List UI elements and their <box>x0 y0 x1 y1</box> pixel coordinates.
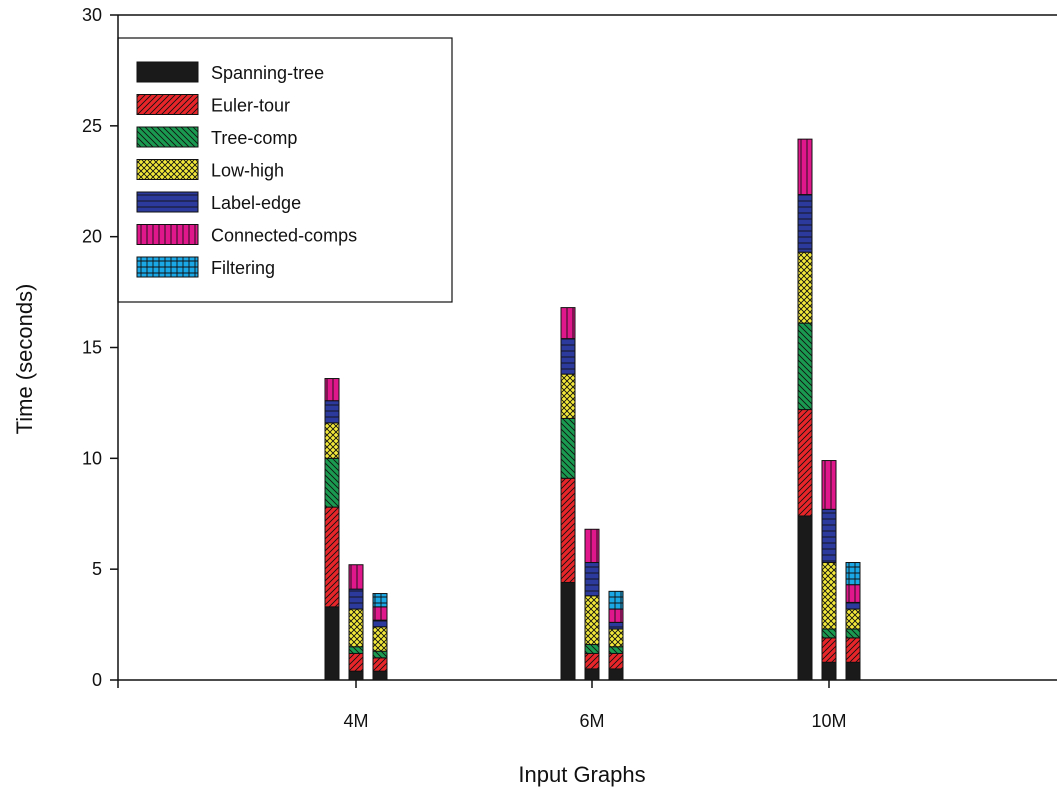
bar-segment-label-edge <box>348 588 364 610</box>
bar-segment-filtering <box>608 590 624 610</box>
bar-segment-label-edge <box>797 194 813 253</box>
bar-segment-filtering <box>845 562 861 586</box>
bar-segment-tree-comp <box>845 628 861 639</box>
legend-label: Euler-tour <box>211 96 290 116</box>
legend-swatch <box>136 126 199 148</box>
bar-segment-tree-comp <box>584 644 600 654</box>
bar-segment-label-edge <box>372 619 388 628</box>
bar-segment-connected-comps <box>608 608 624 623</box>
y-tick-label: 5 <box>92 559 102 579</box>
legend-label: Tree-comp <box>211 128 297 148</box>
bar-segment-spanning-tree <box>584 668 600 681</box>
legend-label: Filtering <box>211 258 275 278</box>
bar-segment-connected-comps <box>845 584 861 603</box>
bar-segment-euler-tour <box>797 409 813 517</box>
y-tick-label: 25 <box>82 116 102 136</box>
legend-swatch <box>136 191 199 213</box>
legend-label: Label-edge <box>211 193 301 213</box>
legend-label: Connected-comps <box>211 226 357 246</box>
bar-segment-connected-comps <box>797 138 813 196</box>
bar-segment-low-high <box>797 251 813 324</box>
legend-swatch <box>136 94 199 115</box>
bar-segment-euler-tour <box>324 506 340 608</box>
bar-segment-spanning-tree <box>797 515 813 681</box>
bar-segment-tree-comp <box>797 322 813 411</box>
bar-segment-low-high <box>324 422 340 459</box>
bar-segment-euler-tour <box>372 657 388 672</box>
bar-segment-connected-comps <box>821 460 837 510</box>
bar-segment-spanning-tree <box>372 670 388 681</box>
bar-segment-low-high <box>608 628 624 648</box>
x-tick-label: 6M <box>579 711 604 731</box>
x-tick-label: 10M <box>811 711 846 731</box>
legend-swatch <box>136 256 199 278</box>
bar-segment-low-high <box>845 608 861 630</box>
bar-segment-label-edge <box>608 621 624 630</box>
bar-segment-connected-comps <box>348 564 364 590</box>
bar-segment-label-edge <box>584 562 600 597</box>
bar-segment-tree-comp <box>348 646 364 654</box>
y-tick-label: 20 <box>82 227 102 247</box>
bar-segment-connected-comps <box>560 307 576 340</box>
bar-segment-connected-comps <box>324 378 340 402</box>
y-tick-label: 0 <box>92 670 102 690</box>
bar-segment-euler-tour <box>608 652 624 670</box>
bar-segment-low-high <box>348 608 364 648</box>
bar-segment-connected-comps <box>584 528 600 564</box>
legend-label: Spanning-tree <box>211 63 324 83</box>
axes: 0 5 10 15 20 25 30 4M 6M 10M <box>82 5 1057 731</box>
bar-segment-spanning-tree <box>608 668 624 681</box>
bar-segment-tree-comp <box>324 457 340 508</box>
bar-segment-low-high <box>372 626 388 652</box>
bar-segment-connected-comps <box>372 606 388 621</box>
bar-segment-spanning-tree <box>821 661 837 681</box>
legend-label: Low-high <box>211 161 284 181</box>
bars <box>324 138 861 681</box>
bar-segment-spanning-tree <box>560 581 576 681</box>
y-axis-title: Time (seconds) <box>12 284 37 435</box>
legend-swatch <box>136 61 199 83</box>
bar-segment-tree-comp <box>608 646 624 654</box>
legend-swatch <box>136 159 199 180</box>
bar-segment-spanning-tree <box>845 661 861 681</box>
bar-segment-spanning-tree <box>348 670 364 681</box>
bar-segment-euler-tour <box>821 637 837 663</box>
bar-segment-tree-comp <box>372 650 388 659</box>
legend-swatch <box>136 224 199 245</box>
bar-segment-filtering <box>372 593 388 608</box>
bar-segment-tree-comp <box>560 417 576 479</box>
bar-segment-euler-tour <box>348 652 364 672</box>
legend: Spanning-tree Euler-tour Tree-comp Low-high… <box>117 37 453 303</box>
bar-segment-euler-tour <box>845 637 861 663</box>
y-tick-label: 10 <box>82 448 102 468</box>
bar-segment-low-high <box>560 373 576 419</box>
bar-segment-low-high <box>584 595 600 646</box>
x-tick-label: 4M <box>343 711 368 731</box>
bar-segment-label-edge <box>845 601 861 610</box>
bar-segment-euler-tour <box>560 477 576 583</box>
bar-segment-label-edge <box>821 508 837 564</box>
bar-segment-tree-comp <box>821 628 837 639</box>
bar-segment-low-high <box>821 562 837 630</box>
y-tick-label: 15 <box>82 338 102 358</box>
bar-segment-label-edge <box>324 400 340 424</box>
x-axis-title: Input Graphs <box>518 762 645 787</box>
bar-segment-spanning-tree <box>324 606 340 681</box>
y-tick-label: 30 <box>82 5 102 25</box>
bar-segment-label-edge <box>560 338 576 375</box>
bar-segment-euler-tour <box>584 652 600 670</box>
